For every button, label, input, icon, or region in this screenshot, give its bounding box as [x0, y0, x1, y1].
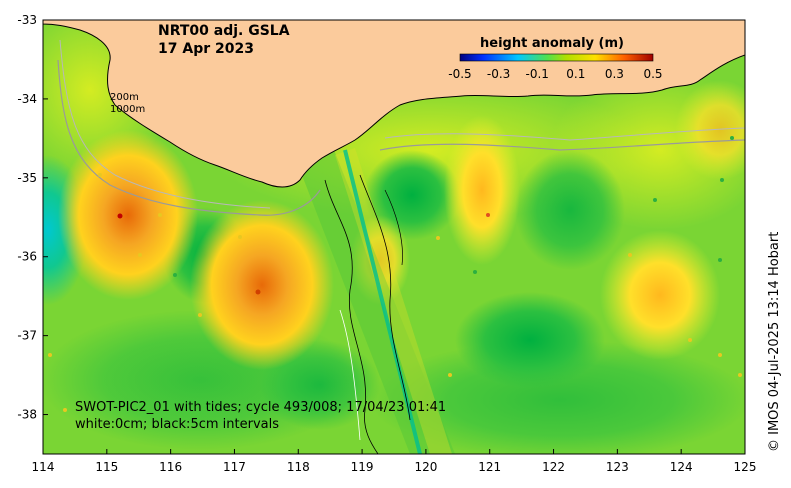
x-tick-label: 122 [542, 460, 565, 474]
x-axis: 114 115 116 117 118 119 120 121 122 123 124 125 [32, 449, 757, 474]
map-title-line1: NRT00 adj. GSLA [158, 23, 290, 39]
contour-5cm [359, 174, 411, 421]
contour-0cm [339, 309, 361, 441]
y-tick-label: -34 [17, 92, 37, 106]
warm-eddy [444, 115, 520, 265]
x-tick-label: 118 [287, 460, 310, 474]
colorbar-tick-label: -0.1 [525, 67, 548, 81]
colorbar-tick-label: 0.3 [605, 67, 624, 81]
swath-caption-line1: SWOT-PIC2_01 with tides; cycle 493/008; … [75, 400, 446, 415]
cold-eddy [515, 150, 625, 270]
anomaly-blob [370, 340, 745, 454]
x-tick-label: 116 [159, 460, 182, 474]
y-tick-label: -35 [17, 171, 37, 185]
eddy-center-marker [255, 289, 261, 295]
colorbar: height anomaly (m) -0.5 -0.3 -0.1 0.1 0.3 0.5 [448, 36, 662, 81]
colorbar-tick-label: 0.5 [643, 67, 662, 81]
warm-eddy [58, 130, 198, 300]
x-tick-label: 124 [670, 460, 693, 474]
x-tick-label: 115 [95, 460, 118, 474]
eddy-center-marker [117, 213, 123, 219]
x-tick-label: 114 [32, 460, 55, 474]
observation-points [48, 136, 742, 412]
isobath-1000m [57, 59, 321, 216]
colorbar-tick-label: 0.1 [566, 67, 585, 81]
isobath-200m [59, 39, 271, 209]
plot-frame [42, 19, 746, 455]
isobath-label-200m: 200m [110, 92, 139, 103]
y-tick-label: -38 [17, 408, 37, 422]
x-tick-label: 121 [478, 460, 501, 474]
warm-eddy [675, 80, 745, 180]
cold-eddy [455, 292, 605, 388]
warm-eddy [190, 200, 334, 370]
y-tick-label: -37 [17, 329, 37, 343]
contour-5cm [384, 189, 403, 266]
map-field [43, 20, 745, 454]
colorbar-tick-label: -0.5 [448, 67, 471, 81]
x-tick-label: 125 [734, 460, 757, 474]
swath-caption-line2: white:0cm; black:5cm intervals [75, 417, 279, 432]
credit-text: © IMOS 04-Jul-2025 13:14 Hobart [767, 232, 782, 452]
land-australia [43, 20, 745, 188]
colorbar-title: height anomaly (m) [480, 36, 624, 51]
map-title-line2: 17 Apr 2023 [158, 41, 254, 57]
isobath-200m [384, 127, 745, 141]
colorbar-ramp [459, 53, 654, 62]
x-tick-label: 117 [223, 460, 246, 474]
x-tick-label: 120 [414, 460, 437, 474]
swot-swath [300, 140, 455, 454]
isobath-1000m [379, 139, 745, 151]
contour-5cm [324, 179, 379, 454]
x-tick-label: 119 [351, 460, 374, 474]
x-tick-label: 123 [606, 460, 629, 474]
y-tick-label: -36 [17, 250, 37, 264]
y-tick-label: -33 [17, 13, 37, 27]
isobath-label-1000m: 1000m [110, 104, 145, 115]
warm-eddy [600, 230, 720, 360]
colorbar-tick-label: -0.3 [487, 67, 510, 81]
colorbar-ticks: -0.5 -0.3 -0.1 0.1 0.3 0.5 [448, 67, 662, 81]
y-axis: -33 -34 -35 -36 -37 -38 [17, 13, 48, 422]
